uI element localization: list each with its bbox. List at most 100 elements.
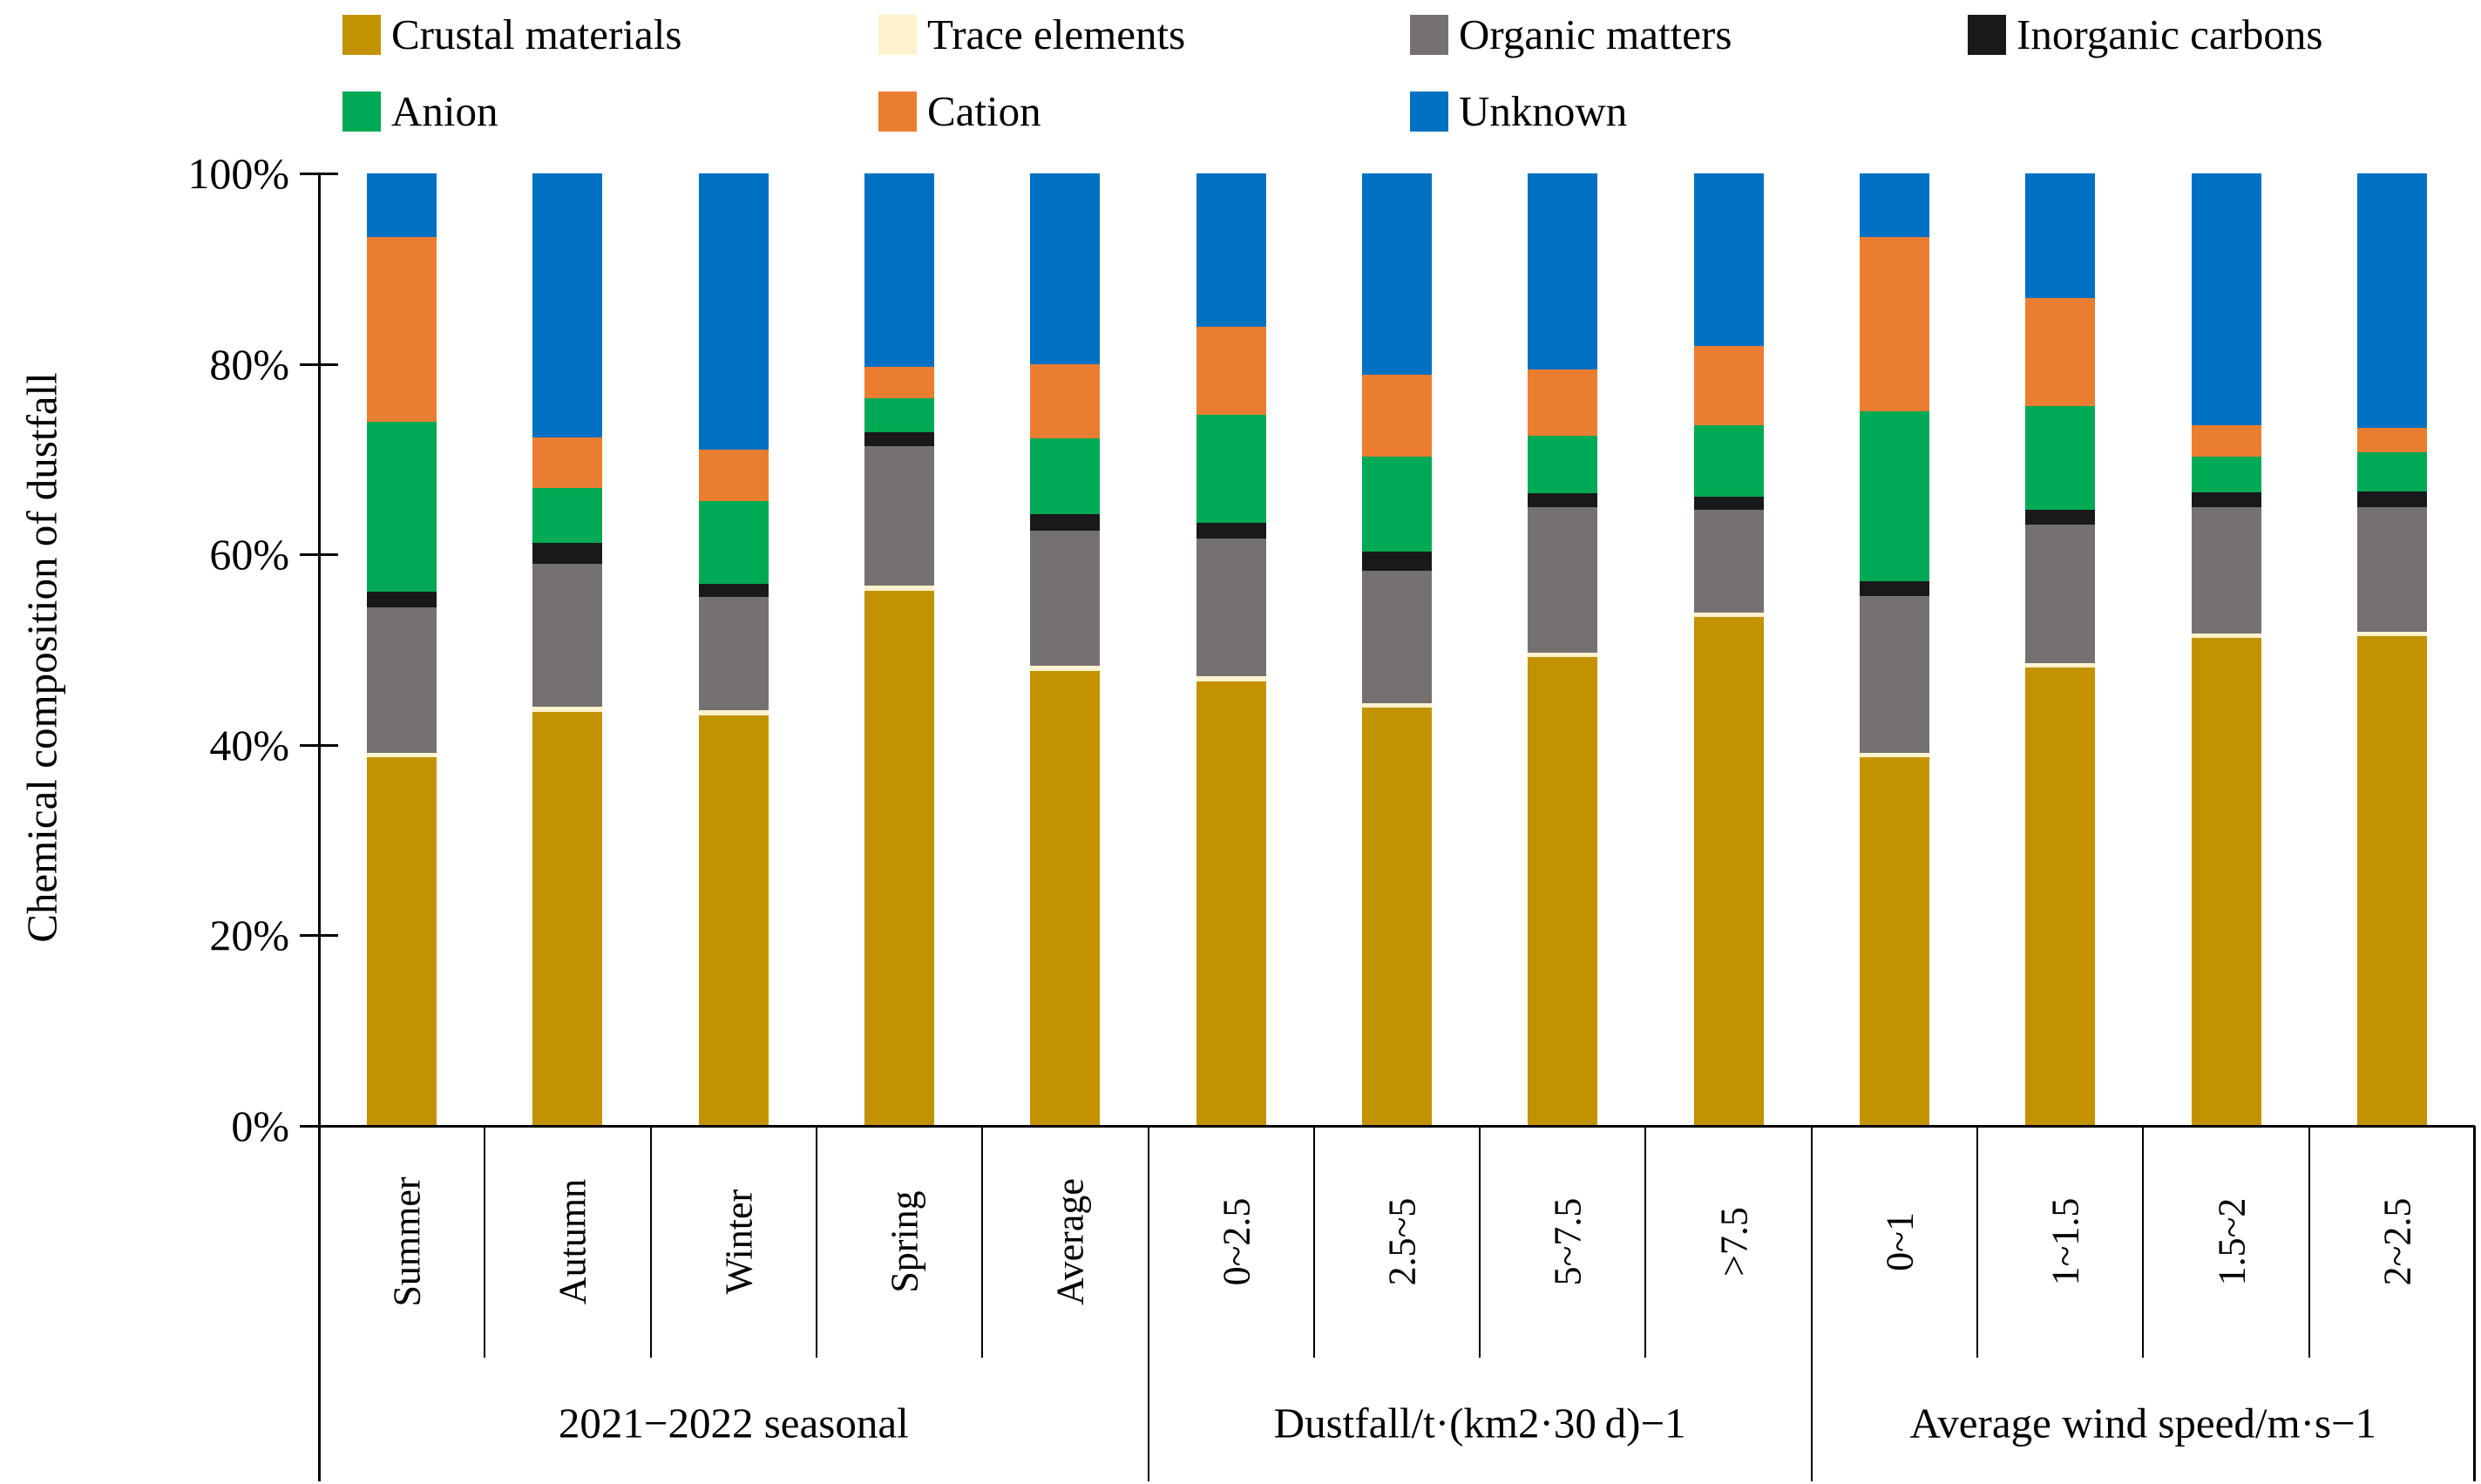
legend-label: Trace elements xyxy=(927,10,1186,58)
legend-item: Cation xyxy=(878,89,1041,134)
bar-segment-trace-elements xyxy=(1362,702,1432,708)
bar-segment-organic-matters xyxy=(367,607,437,753)
category-separator xyxy=(1644,1126,1647,1358)
category-separator xyxy=(1312,1126,1315,1358)
bar-segment-anion xyxy=(1859,411,1929,581)
legend-item: Inorganic carbons xyxy=(1968,12,2323,58)
y-axis-title: Chemical composition of dustfall xyxy=(17,372,66,943)
category-separator xyxy=(484,1126,486,1358)
y-axis-line xyxy=(318,173,321,1481)
category-separator xyxy=(649,1126,652,1358)
bar-segment-trace-elements xyxy=(1859,752,1929,758)
bar-segment-organic-matters xyxy=(2191,506,2261,634)
bar-segment-organic-matters xyxy=(864,445,935,586)
group-label: Average wind speed/m·s−1 xyxy=(1909,1399,2377,1447)
category-label-0~1: 0~1 xyxy=(1878,1212,1922,1271)
legend-item: Crustal materials xyxy=(342,12,681,58)
bar-segment-cation xyxy=(864,366,935,398)
bar-segment-unknown xyxy=(1693,173,1764,346)
bar-segment-trace-elements xyxy=(1030,666,1101,671)
legend-swatch-crustal-materials xyxy=(342,15,381,55)
bar-segment-inorganic-carbons xyxy=(532,543,603,565)
bar-segment-anion xyxy=(2025,405,2096,510)
bar-segment-unknown xyxy=(1362,173,1432,375)
bar-segment-cation xyxy=(2025,298,2096,406)
category-label-1~1.5: 1~1.5 xyxy=(2044,1197,2087,1286)
bar-segment-unknown xyxy=(1528,173,1598,370)
bar-segment-unknown xyxy=(1859,173,1929,238)
bar-segment-crustal-materials xyxy=(1030,670,1101,1126)
bar-Autumn xyxy=(532,173,603,1126)
bar-Summer xyxy=(367,173,437,1126)
bar-segment-inorganic-carbons xyxy=(2191,492,2261,507)
bar-segment-unknown xyxy=(2191,173,2261,425)
bar-segment-crustal-materials xyxy=(1528,657,1598,1126)
legend-label: Unknown xyxy=(1459,87,1628,135)
bar-segment-anion xyxy=(532,487,603,544)
bar-segment-cation xyxy=(1196,327,1266,415)
y-tick-label: 0% xyxy=(231,1101,289,1150)
bar-segment-inorganic-carbons xyxy=(864,432,935,446)
bar-segment-organic-matters xyxy=(1693,509,1764,613)
bar-segment-unknown xyxy=(2025,173,2096,299)
x-axis-baseline xyxy=(300,1125,2475,1128)
bar-segment-trace-elements xyxy=(2025,662,2096,668)
bar-segment-inorganic-carbons xyxy=(1693,496,1764,510)
bar-segment-anion xyxy=(1528,435,1598,494)
bar-segment-cation xyxy=(2191,424,2261,457)
category-separator xyxy=(981,1126,984,1358)
bar-5~7.5 xyxy=(1528,173,1598,1126)
legend-swatch-unknown xyxy=(1410,91,1448,132)
legend-swatch-organic-matters xyxy=(1410,15,1448,55)
bar-segment-cation xyxy=(1693,345,1764,425)
bar-segment-inorganic-carbons xyxy=(698,584,769,598)
bar-segment-unknown xyxy=(532,173,603,437)
category-label-5~7.5: 5~7.5 xyxy=(1546,1197,1590,1286)
bar-1.5~2 xyxy=(2191,173,2261,1126)
bar-segment-trace-elements xyxy=(1196,676,1266,681)
category-label-2.5~5: 2.5~5 xyxy=(1380,1197,1424,1286)
bar-segment-unknown xyxy=(698,173,769,451)
bar-segment-inorganic-carbons xyxy=(1859,580,1929,597)
category-label-Winter: Winter xyxy=(717,1189,761,1295)
bar-segment-anion xyxy=(1362,456,1432,552)
bar-1~1.5 xyxy=(2025,173,2096,1126)
bar-segment-anion xyxy=(2356,452,2427,492)
category-label-Average: Average xyxy=(1048,1178,1092,1305)
category-separator xyxy=(1976,1126,1979,1358)
y-tick-label: 80% xyxy=(209,339,289,389)
bar-segment-inorganic-carbons xyxy=(367,591,437,608)
bar-segment-unknown xyxy=(1030,173,1101,364)
bar-segment-crustal-materials xyxy=(864,590,935,1126)
legend-item: Unknown xyxy=(1410,89,1627,134)
y-tick-label: 100% xyxy=(187,149,289,198)
category-label-Summer: Summer xyxy=(385,1176,429,1307)
category-label-Autumn: Autumn xyxy=(551,1178,594,1305)
bar-segment-trace-elements xyxy=(1693,612,1764,618)
bar-segment-cation xyxy=(2356,427,2427,453)
bar-segment-crustal-materials xyxy=(367,757,437,1126)
legend-label: Crustal materials xyxy=(391,10,682,58)
bar-segment-crustal-materials xyxy=(2025,667,2096,1126)
category-separator xyxy=(2142,1126,2145,1358)
bar-segment-organic-matters xyxy=(698,597,769,711)
bar-segment-inorganic-carbons xyxy=(1030,514,1101,531)
legend-swatch-inorganic-carbons xyxy=(1968,15,2006,55)
bar-segment-crustal-materials xyxy=(1859,757,1929,1126)
bar-segment-trace-elements xyxy=(367,752,437,758)
bar->7.5 xyxy=(1693,173,1764,1126)
bar-segment-unknown xyxy=(864,173,935,367)
bar-segment-anion xyxy=(367,422,437,592)
legend-swatch-cation xyxy=(878,91,917,132)
bar-segment-trace-elements xyxy=(2356,631,2427,637)
bar-Average xyxy=(1030,173,1101,1126)
bar-segment-organic-matters xyxy=(2356,506,2427,632)
legend-label: Anion xyxy=(391,87,498,135)
bar-segment-trace-elements xyxy=(532,707,603,712)
bar-2~2.5 xyxy=(2356,173,2427,1126)
bar-2.5~5 xyxy=(1362,173,1432,1126)
legend-swatch-trace-elements xyxy=(878,15,917,55)
bar-segment-anion xyxy=(1030,437,1101,515)
bar-segment-cation xyxy=(698,450,769,502)
